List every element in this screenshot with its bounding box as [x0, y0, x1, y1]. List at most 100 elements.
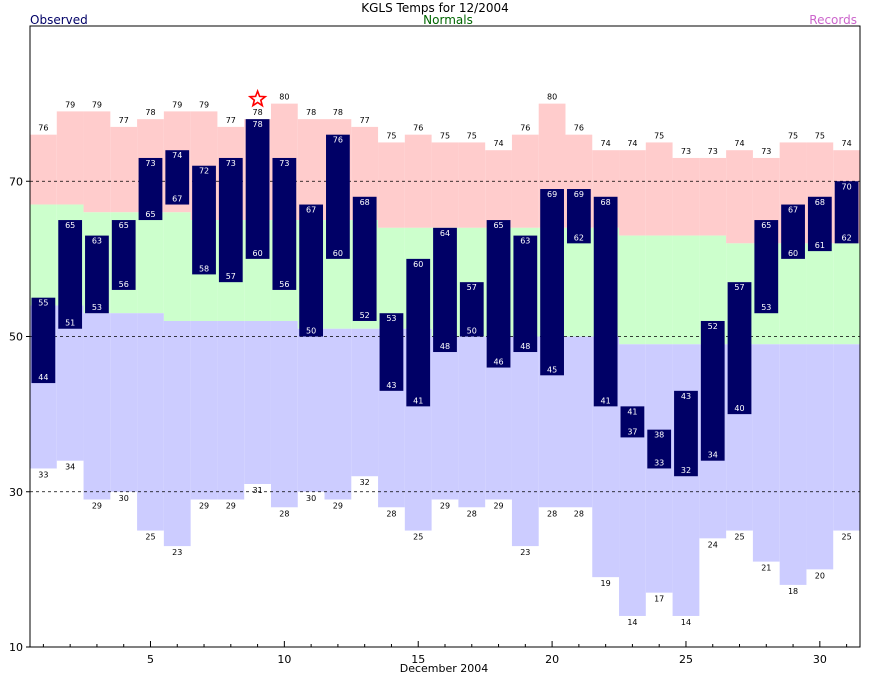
record-low-label: 20 [815, 571, 825, 580]
observed-bar [647, 429, 672, 469]
observed-low-label: 65 [145, 210, 155, 219]
observed-bar [433, 227, 457, 353]
record-low-label: 30 [306, 494, 316, 503]
record-high-band [297, 119, 325, 221]
record-high-label: 74 [493, 139, 503, 148]
observed-high-label: 68 [815, 198, 825, 207]
record-high-label: 79 [92, 100, 102, 109]
observed-low-label: 45 [547, 365, 557, 374]
observed-high-label: 52 [708, 322, 718, 331]
record-high-band [619, 150, 646, 236]
observed-low-label: 33 [654, 458, 664, 467]
record-low-label: 25 [734, 533, 744, 542]
record-high-label: 74 [627, 139, 637, 148]
record-high-label: 75 [440, 131, 450, 140]
record-high-label: 76 [574, 124, 584, 133]
labels-layer: 55 44 76 33 65 51 79 34 63 53 79 29 65 56 77 30 73 65 78 25… [38, 88, 852, 627]
record-high-label: 76 [38, 124, 48, 133]
record-high-label: 76 [413, 124, 423, 133]
record-low-band [190, 320, 218, 500]
normal-band [163, 212, 191, 321]
record-low-band [110, 313, 138, 492]
observed-bar [486, 220, 511, 368]
record-high-label: 79 [199, 100, 209, 109]
observed-high-label: 65 [761, 221, 771, 230]
record-low-label: 24 [708, 540, 718, 549]
record-high-label: 77 [360, 116, 370, 125]
record-low-band [324, 328, 352, 500]
record-low-band [431, 336, 459, 500]
record-low-band [163, 320, 191, 547]
observed-bar [727, 282, 752, 415]
observed-high-label: 69 [574, 190, 584, 199]
record-high-label: 75 [788, 131, 798, 140]
legend-observed: Observed [30, 13, 88, 27]
observed-bar [85, 235, 109, 314]
record-low-label: 23 [520, 548, 530, 557]
observed-low-label: 62 [574, 233, 584, 242]
observed-low-label: 41 [413, 396, 423, 405]
x-tick-label: 25 [679, 653, 693, 666]
record-low-band [270, 320, 298, 508]
record-low-label: 25 [413, 533, 423, 542]
observed-high-label: 63 [92, 237, 102, 246]
observed-bar [700, 320, 725, 461]
observed-high-label: 67 [306, 206, 316, 215]
x-tick-label: 10 [277, 653, 291, 666]
record-high-label: 74 [842, 139, 852, 148]
observed-bar [834, 181, 859, 244]
record-high-label: 78 [333, 108, 343, 117]
record-low-label: 29 [92, 502, 102, 511]
observed-low-label: 48 [520, 342, 530, 351]
record-high-label: 78 [306, 108, 316, 117]
observed-high-label: 76 [333, 136, 343, 145]
record-low-band [779, 344, 807, 585]
normal-band [672, 235, 700, 345]
observed-bar [58, 220, 83, 329]
record-low-label: 14 [681, 618, 691, 627]
observed-bar [781, 204, 805, 259]
observed-high-label: 73 [226, 159, 236, 168]
observed-bar [299, 204, 324, 337]
record-low-label: 25 [842, 533, 852, 542]
record-low-label: 29 [333, 502, 343, 511]
observed-bar [165, 150, 190, 205]
normal-band [30, 204, 57, 306]
observed-bar [379, 313, 404, 391]
observed-low-label: 44 [38, 373, 48, 382]
observed-bar [620, 406, 645, 438]
record-high-label: 75 [386, 131, 396, 140]
record-low-label: 14 [627, 618, 637, 627]
legend-normals: Normals [423, 13, 473, 27]
normal-band [833, 243, 860, 345]
observed-high-label: 64 [440, 229, 450, 238]
observed-low-label: 57 [226, 272, 236, 281]
record-low-label: 17 [654, 595, 664, 604]
observed-bar [754, 220, 779, 314]
observed-high-label: 67 [788, 206, 798, 215]
observed-bar [272, 157, 297, 290]
record-low-band [752, 344, 780, 562]
observed-high-label: 57 [734, 283, 744, 292]
chart-title: KGLS Temps for 12/2004 [361, 1, 509, 15]
normal-band [779, 243, 807, 345]
observed-low-label: 60 [788, 249, 798, 258]
record-high-label: 78 [252, 108, 262, 117]
observed-low-label: 53 [761, 303, 771, 312]
observed-high-label: 72 [199, 167, 209, 176]
record-low-label: 21 [761, 564, 771, 573]
observed-bar [593, 196, 618, 407]
observed-bar [245, 119, 270, 259]
record-low-band [511, 336, 539, 547]
record-low-band [565, 336, 593, 508]
observed-high-label: 60 [413, 260, 423, 269]
observed-high-label: 74 [172, 151, 182, 160]
record-low-band [244, 320, 271, 484]
record-high-band [699, 157, 727, 236]
record-high-band [672, 157, 700, 236]
record-high-band [30, 134, 57, 205]
observed-high-label: 65 [119, 221, 129, 230]
observed-low-label: 50 [467, 327, 477, 336]
observed-low-label: 56 [119, 280, 129, 289]
observed-high-label: 43 [681, 392, 691, 401]
